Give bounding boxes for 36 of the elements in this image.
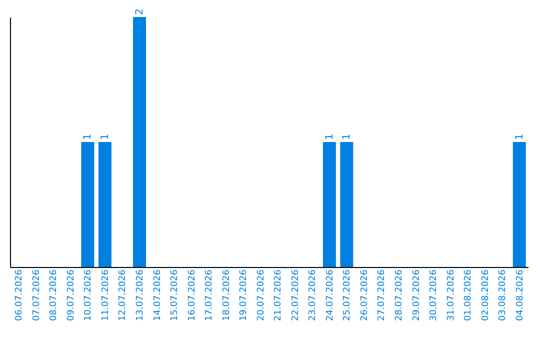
x-tick-label: 23.07.2026 [308,269,318,322]
x-tick-label: 16.07.2026 [187,269,198,322]
x-tick-label: 24.07.2026 [325,269,336,322]
x-tick-label: 17.07.2026 [204,269,215,322]
x-tick-label: 20.07.2026 [256,269,266,322]
data-label: 1 [324,134,336,140]
x-tick-label: 08.07.2026 [49,269,60,322]
x-tick-label: 29.07.2026 [412,269,422,322]
x-tick-label: 26.07.2026 [360,269,370,322]
x-tick-label: 14.07.2026 [152,269,163,322]
x-tick-label: 07.07.2026 [32,269,42,322]
x-tick-label: 22.07.2026 [290,269,301,322]
x-tick-label: 03.08.2026 [498,269,508,322]
x-tick-label: 01.08.2026 [464,269,474,322]
x-tick-label: 19.07.2026 [239,269,250,322]
x-tick-label: 12.07.2026 [118,269,128,322]
data-label: 1 [82,134,94,140]
data-label: 1 [100,134,111,140]
x-tick-label: 10.07.2026 [84,269,94,322]
x-tick-label: 11.07.2026 [100,269,111,322]
x-tick-label: 30.07.2026 [429,269,440,322]
x-tick-label: 09.07.2026 [66,269,76,322]
x-tick-label: 02.08.2026 [480,269,491,322]
data-label: 1 [514,134,526,140]
x-tick-label: 15.07.2026 [170,269,180,322]
x-tick-label: 04.08.2026 [515,269,526,322]
x-tick-label: 21.07.2026 [274,269,284,322]
x-tick-label: 25.07.2026 [342,269,353,322]
x-tick-label: 13.07.2026 [136,269,146,322]
data-label: 2 [134,8,146,15]
x-tick-label: 06.07.2026 [14,269,25,322]
x-tick-label: 28.07.2026 [394,269,404,322]
x-tick-label: 27.07.2026 [377,269,388,322]
x-tick-label: 18.07.2026 [222,269,232,322]
data-label: 1 [342,134,353,140]
x-tick-label: 31.07.2026 [446,269,456,322]
